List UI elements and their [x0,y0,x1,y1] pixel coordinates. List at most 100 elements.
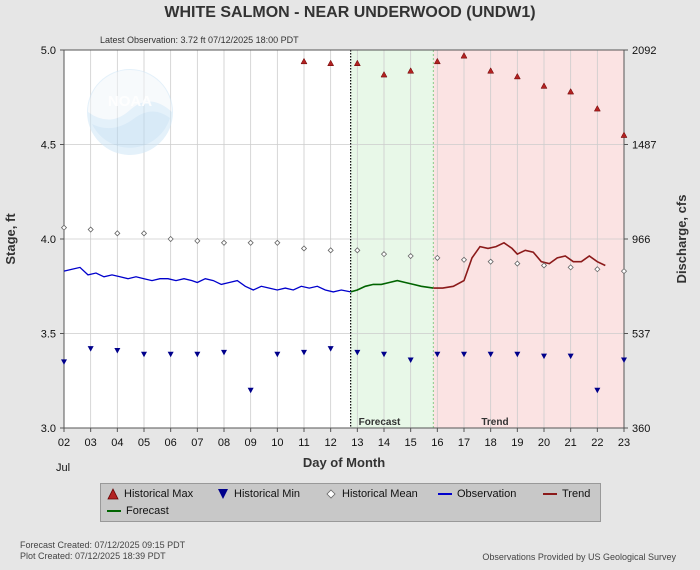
x-tick-label: 02 [58,437,70,449]
trend-line-icon [543,489,557,499]
historical-mean-point [300,245,308,252]
historical-min-point [434,351,441,358]
x-tick-label: 04 [111,437,123,449]
historical-mean-point [354,247,361,254]
forecast-line-icon [107,506,121,516]
x-tick-label: 08 [218,437,230,449]
historical-min-point [327,346,334,352]
x-tick-label: 07 [191,437,203,449]
hydrograph-chart: NOAA Forecast Trend 02 03 04 05 06 07 08 09 10 11 12 1… [3,45,689,474]
historical-mean-point [380,251,388,258]
x-tick-label: 05 [138,437,150,449]
y-tick-label: 3.5 [41,329,56,341]
historical-min-point [407,357,414,363]
historical-mean-point [487,258,494,265]
x-tick-label: 17 [458,437,470,449]
x-tick-label: 18 [485,437,497,449]
legend-label-trend: Trend [562,488,591,500]
y-tick-label: 4.5 [41,140,56,152]
x-tick-label: 12 [325,437,337,449]
legend-item-observation: Observation [438,488,516,500]
noaa-logo-watermark [87,69,173,155]
historical-min-point [461,351,467,358]
x-tick-label: 16 [431,437,443,449]
footer-timestamps: Forecast Created: 07/12/2025 09:15 PDT P… [20,540,185,562]
legend-item-mean: Historical Mean [325,488,418,500]
historical-min-point [541,353,547,360]
historical-max-point [460,52,468,59]
x-tick-label: 10 [271,437,283,449]
legend-label-forecast: Forecast [126,505,169,517]
y2-tick-label: 2092 [632,45,656,57]
x-tick-label: 09 [245,437,257,449]
plot-created: Plot Created: 07/12/2025 18:39 PDT [20,551,166,561]
historical-max-point [353,59,361,66]
x-tick-label: 15 [405,437,417,449]
trend-region-label: Trend [481,417,508,428]
y-tick-label: 5.0 [41,45,56,57]
y-tick-label: 4.0 [41,234,56,246]
x-tick-label: 13 [351,437,363,449]
y2-axis-title: Discharge, cfs [674,195,689,284]
legend-label-max: Historical Max [124,488,194,500]
historical-max-point [487,67,495,74]
historical-mean-point [140,230,148,237]
legend-item-max: Historical Max [107,488,193,500]
historical-min-point [167,351,174,358]
x-tick-label: 20 [538,437,550,449]
historical-min-point [141,351,147,358]
x-tick-label: 06 [165,437,177,449]
historical-min-point [621,357,627,363]
observation-line-icon [438,489,452,499]
historical-mean-point [620,268,628,275]
x-tick-label: 03 [85,437,97,449]
historical-mean-point [60,224,68,231]
triangle-up-icon [107,488,119,500]
historical-mean-point [567,264,574,271]
historical-max-point [540,82,548,89]
historical-min-point [381,351,387,358]
historical-mean-point [327,247,334,254]
historical-max-point [327,59,335,66]
historical-mean-point [274,239,281,246]
x-tick-label: 22 [591,437,603,449]
noaa-logo-text: NOAA [108,93,152,110]
observation-series [63,266,351,293]
historical-mean-point [220,239,228,246]
legend-label-mean: Historical Mean [342,488,418,500]
x-tick-label: 14 [378,437,390,449]
historical-min-point [301,349,307,356]
historical-mean-point [514,260,521,267]
legend-item-trend: Trend [543,488,590,500]
historical-min-point [247,387,254,394]
historical-mean-point [87,226,94,233]
historical-max-point [593,105,601,112]
historical-min-point [114,348,121,354]
historical-max-point [407,67,415,74]
legend-item-forecast: Forecast [107,505,169,517]
chart-title: WHITE SALMON - NEAR UNDERWOOD (UNDW1) [164,4,536,21]
x-month-label: Jul [56,462,70,474]
y2-tick-label: 966 [632,234,650,246]
x-tick-label: 21 [565,437,577,449]
historical-min-point [274,351,281,358]
y-tick-label: 3.0 [41,423,56,435]
triangle-down-icon [218,489,228,499]
historical-min-point [594,387,601,394]
historical-mean-point [167,235,174,243]
historical-mean-point [247,239,254,246]
historical-min-point [61,359,67,365]
historical-min-point [354,349,361,356]
trend-series [433,241,606,289]
historical-max-point [513,72,521,80]
historical-mean-point [460,256,468,263]
historical-max-point [380,71,388,78]
historical-min-point [194,351,201,358]
y2-tick-label: 360 [632,423,650,435]
data-source: Observations Provided by US Geological S… [482,552,676,562]
y2-tick-label: 1487 [632,140,656,152]
historical-min-point [487,351,494,358]
forecast-created: Forecast Created: 07/12/2025 09:15 PDT [20,540,186,550]
legend: Historical Max Historical Min Historical… [100,483,601,522]
x-axis-title: Day of Month [303,455,385,470]
